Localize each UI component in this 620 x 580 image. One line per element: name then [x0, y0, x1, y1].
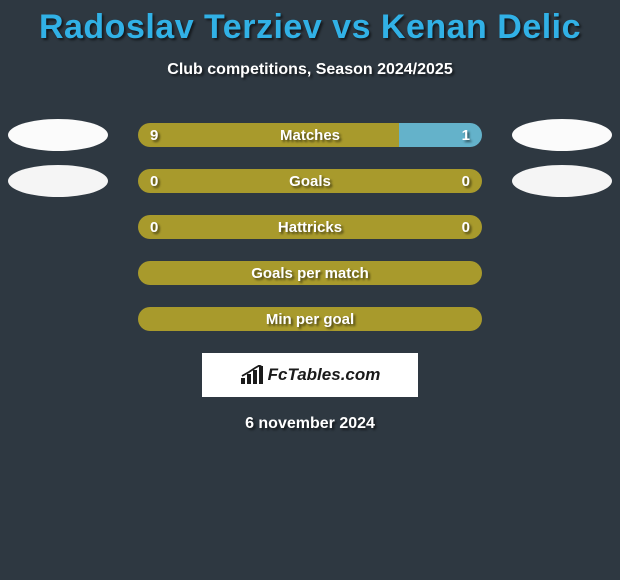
stat-bar: Min per goal [138, 307, 482, 331]
logo: FcTables.com [240, 365, 381, 385]
stat-label: Goals per match [138, 261, 482, 285]
stat-row: Min per goal [0, 307, 620, 331]
stat-bar: 00Hattricks [138, 215, 482, 239]
stat-label: Min per goal [138, 307, 482, 331]
logo-box: FcTables.com [202, 353, 418, 397]
chart-bars-icon [240, 365, 264, 385]
stat-row: Goals per match [0, 261, 620, 285]
stat-label: Hattricks [138, 215, 482, 239]
stat-bar: 00Goals [138, 169, 482, 193]
team-badge-left [8, 211, 108, 243]
team-badge-right [512, 119, 612, 151]
stat-bar: 91Matches [138, 123, 482, 147]
team-badge-right [512, 257, 612, 289]
page-title: Radoslav Terziev vs Kenan Delic [0, 8, 620, 47]
stat-row: 00Hattricks [0, 215, 620, 239]
team-badge-right [512, 211, 612, 243]
subtitle: Club competitions, Season 2024/2025 [0, 61, 620, 79]
team-badge-left [8, 257, 108, 289]
stat-row: 00Goals [0, 169, 620, 193]
team-badge-right [512, 165, 612, 197]
team-badge-left [8, 165, 108, 197]
stat-label: Matches [138, 123, 482, 147]
team-badge-left [8, 303, 108, 335]
stat-bar: Goals per match [138, 261, 482, 285]
stat-row: 91Matches [0, 123, 620, 147]
logo-text: FcTables.com [268, 365, 381, 385]
date-label: 6 november 2024 [0, 415, 620, 433]
team-badge-right [512, 303, 612, 335]
infographic-container: Radoslav Terziev vs Kenan Delic Club com… [0, 0, 620, 433]
team-badge-left [8, 119, 108, 151]
bars-section: 91Matches 00Goals 00Hattricks Goals per mat… [0, 123, 620, 331]
stat-label: Goals [138, 169, 482, 193]
